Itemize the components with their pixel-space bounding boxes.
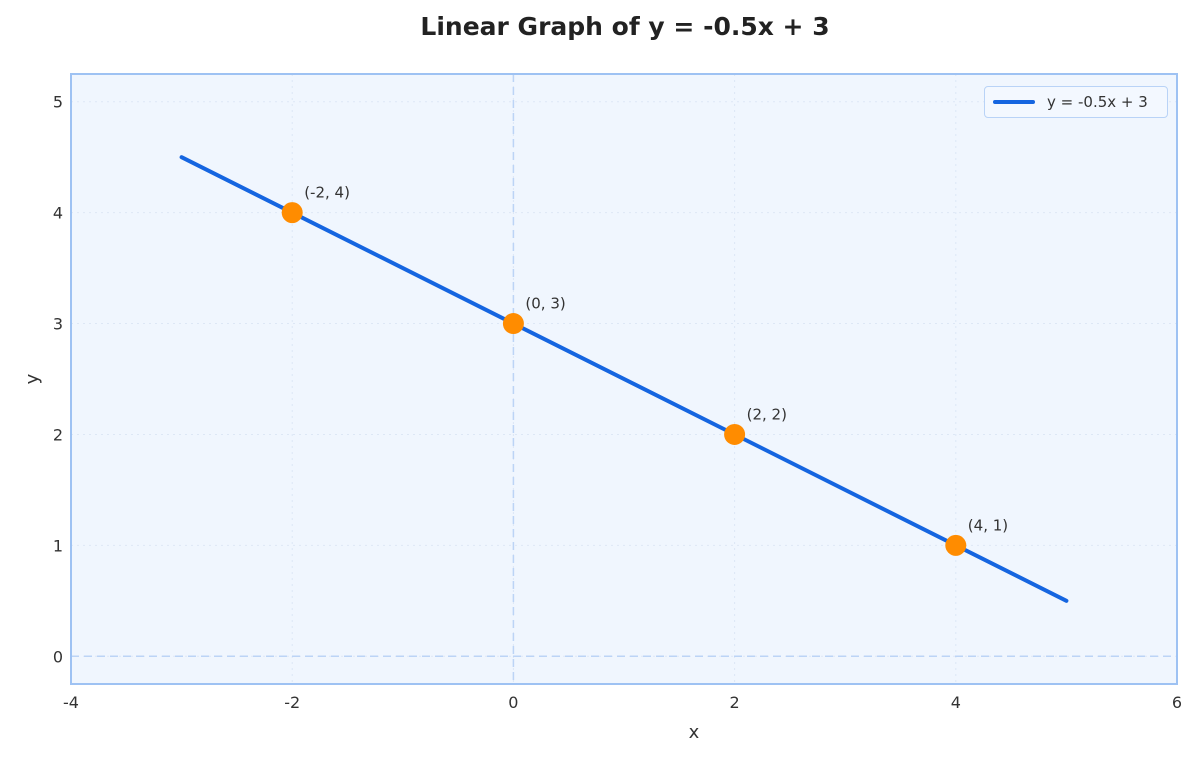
x-tick-label: -4 bbox=[63, 693, 79, 712]
data-point-marker bbox=[281, 202, 303, 224]
x-tick-label: -2 bbox=[284, 693, 300, 712]
data-point-label: (-2, 4) bbox=[304, 184, 350, 202]
data-point-marker bbox=[502, 313, 524, 335]
x-tick-label: 0 bbox=[508, 693, 518, 712]
y-tick-label: 1 bbox=[53, 536, 63, 555]
legend-label: y = -0.5x + 3 bbox=[1047, 93, 1148, 111]
plot-frame bbox=[70, 73, 1178, 685]
y-tick-label: 4 bbox=[53, 204, 63, 223]
data-point-label: (4, 1) bbox=[968, 516, 1008, 534]
series-line bbox=[179, 155, 1069, 603]
data-point-label: (0, 3) bbox=[525, 295, 565, 313]
legend-line-swatch bbox=[993, 100, 1035, 104]
y-tick-label: 5 bbox=[53, 93, 63, 112]
y-tick-label: 2 bbox=[53, 425, 63, 444]
x-tick-label: 4 bbox=[951, 693, 961, 712]
x-axis-label: x bbox=[689, 722, 700, 743]
x-tick-label: 2 bbox=[730, 693, 740, 712]
legend: y = -0.5x + 3 bbox=[984, 86, 1168, 118]
y-axis-label: y bbox=[22, 373, 43, 384]
data-point-label: (2, 2) bbox=[747, 405, 787, 423]
y-tick-label: 3 bbox=[53, 315, 63, 334]
y-tick-label: 0 bbox=[53, 647, 63, 666]
chart-title: Linear Graph of y = -0.5x + 3 bbox=[420, 12, 830, 41]
data-point-marker bbox=[724, 423, 746, 445]
data-point-marker bbox=[945, 534, 967, 556]
x-tick-label: 6 bbox=[1172, 693, 1182, 712]
